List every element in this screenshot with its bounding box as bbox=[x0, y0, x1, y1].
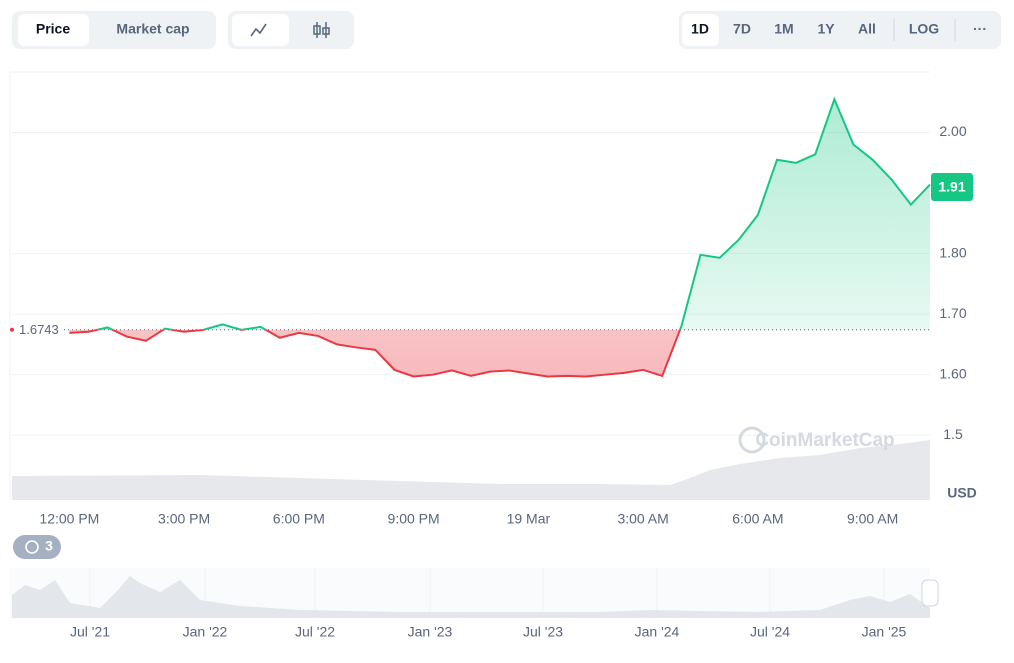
baseline-label-bg bbox=[14, 320, 64, 339]
range-button[interactable]: 1D bbox=[691, 21, 709, 37]
navigator-label: Jul '22 bbox=[295, 624, 335, 640]
badge[interactable] bbox=[13, 535, 61, 559]
x-tick-label: 3:00 AM bbox=[617, 511, 668, 527]
badge-count: 3 bbox=[45, 538, 53, 554]
plot: 1.6743 bbox=[10, 96, 931, 378]
currency-label: USD bbox=[947, 485, 977, 501]
current-price-label: 1.91 bbox=[938, 179, 965, 195]
log-button[interactable]: LOG bbox=[909, 21, 939, 37]
price-line-up bbox=[92, 96, 931, 330]
volume-area bbox=[12, 440, 930, 500]
navigator-label: Jan '24 bbox=[635, 624, 680, 640]
watermark: CoinMarketCap bbox=[755, 430, 894, 451]
price-line-down bbox=[69, 329, 682, 378]
range-button[interactable]: All bbox=[858, 21, 876, 37]
baseline-dot bbox=[10, 327, 14, 332]
baseline-label: 1.6743 bbox=[19, 322, 59, 337]
navigator-label: Jul '23 bbox=[523, 624, 563, 640]
current-price-box bbox=[931, 173, 973, 202]
x-tick-label: 9:00 PM bbox=[388, 511, 440, 527]
navigator-label: Jan '22 bbox=[183, 624, 228, 640]
x-tick-label: 9:00 AM bbox=[847, 511, 898, 527]
area-up bbox=[69, 99, 930, 330]
navigator-label: Jan '25 bbox=[862, 624, 907, 640]
range-group bbox=[679, 11, 1001, 49]
x-tick-label: 3:00 PM bbox=[158, 511, 210, 527]
range-button[interactable]: 7D bbox=[733, 21, 751, 37]
watermark-logo bbox=[738, 426, 766, 454]
navigator-label: Jan '23 bbox=[408, 624, 453, 640]
x-tick-label: 12:00 PM bbox=[39, 511, 99, 527]
navigator-labels: Jul '21 Jan '22 Jul '22 Jan '23 Jul '23 Jan '… bbox=[70, 624, 907, 640]
tab-active[interactable] bbox=[18, 14, 89, 46]
line-view-button[interactable] bbox=[232, 14, 289, 46]
range-active[interactable] bbox=[682, 14, 719, 46]
badge-icon bbox=[25, 540, 39, 554]
more-button[interactable]: ··· bbox=[973, 21, 987, 37]
x-tick-label: 19 Mar bbox=[507, 511, 551, 527]
x-tick-label: 6:00 PM bbox=[273, 511, 325, 527]
y-tick-label: 1.70 bbox=[939, 305, 966, 321]
y-tick-label: 2.00 bbox=[939, 123, 966, 139]
area-down bbox=[69, 329, 681, 377]
tab[interactable]: Price bbox=[36, 21, 70, 37]
navigator-handle[interactable] bbox=[921, 579, 939, 607]
range-button[interactable]: 1M bbox=[774, 21, 793, 37]
line-icon bbox=[250, 23, 267, 37]
navigator-area bbox=[12, 576, 930, 618]
x-tick-label: 6:00 AM bbox=[732, 511, 783, 527]
navigator-label: Jul '21 bbox=[70, 624, 110, 640]
navigator-label: Jul '24 bbox=[750, 624, 790, 640]
range-button[interactable]: 1Y bbox=[817, 21, 835, 37]
navigator-grid bbox=[89, 568, 885, 618]
tab[interactable]: Market cap bbox=[116, 21, 189, 37]
y-tick-label: 1.60 bbox=[939, 365, 966, 381]
y-tick-label: 1.80 bbox=[939, 244, 966, 260]
y-tick-label: 1.5 bbox=[943, 426, 963, 442]
candle-icon[interactable] bbox=[313, 22, 330, 38]
